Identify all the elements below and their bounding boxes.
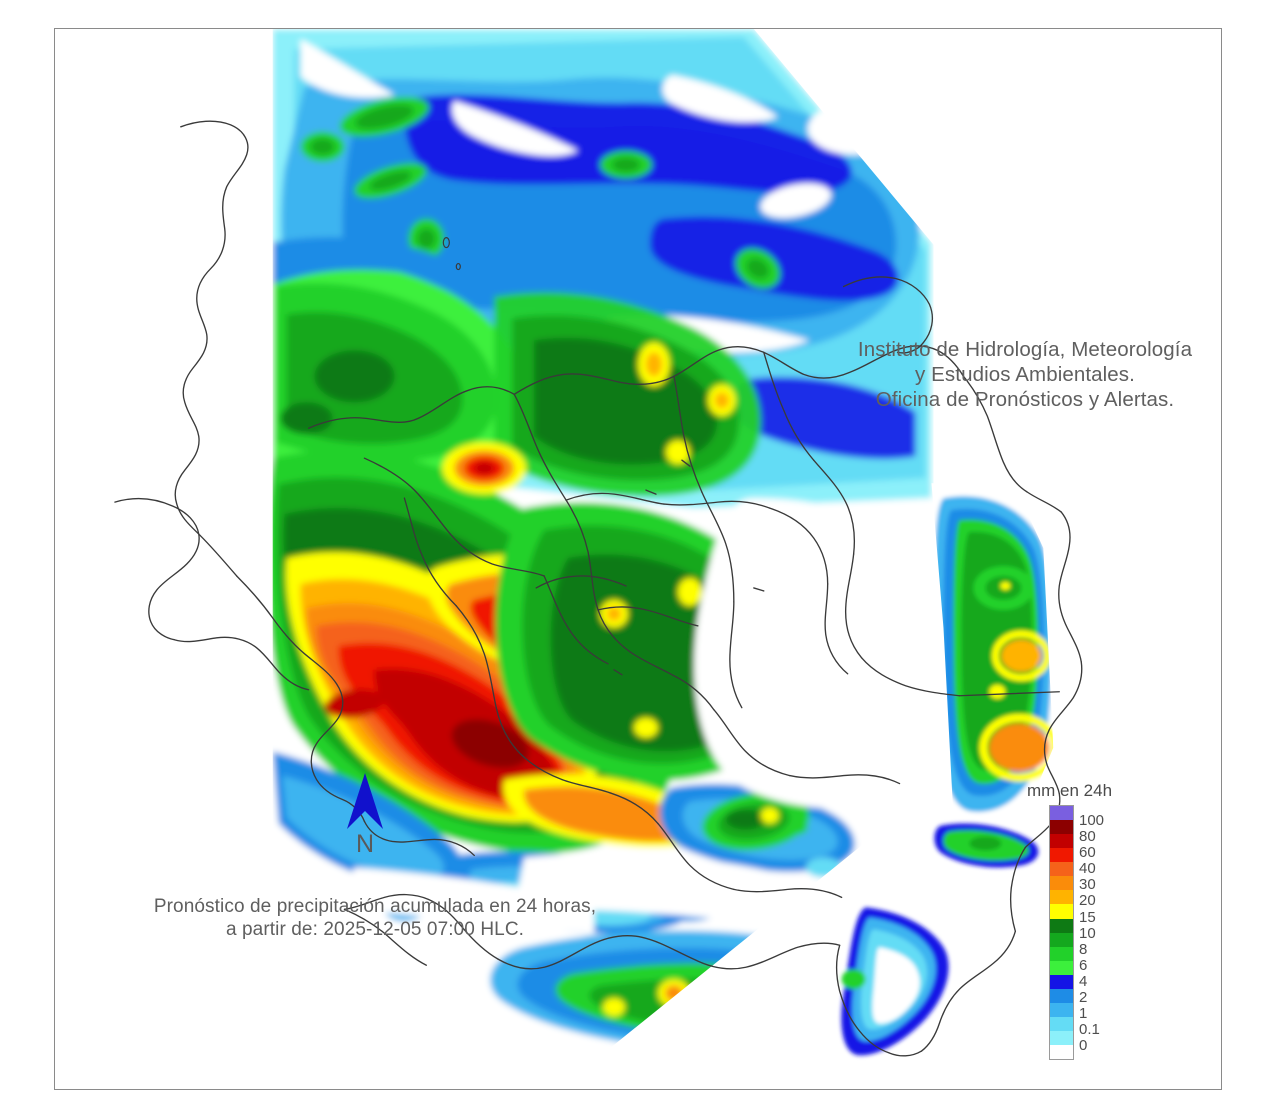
legend-swatch-14 [1050,1002,1073,1017]
legend-label-3: 40 [1079,860,1096,878]
caribbean-islands [442,237,461,271]
legend-swatch-7 [1050,904,1073,919]
legend-swatch-1 [1050,820,1073,835]
legend-swatch-4 [1050,862,1073,877]
legend-swatch-9 [1050,932,1073,947]
precipitation-east-patch [934,823,1039,868]
legend-swatch-17 [1050,1045,1073,1060]
legend-swatch-3 [1050,848,1073,863]
north-arrow-icon [347,773,383,829]
legend-label-2: 60 [1079,844,1096,862]
legend-swatch-15 [1050,1016,1073,1031]
legend-swatch-8 [1050,918,1073,933]
legend-colorbar [1049,805,1074,1060]
precipitation-south-trapezoid [841,907,949,1056]
legend-label-7: 10 [1079,924,1096,942]
precipitation-map [114,29,1083,1078]
legend-label-9: 6 [1079,956,1088,974]
legend-swatch-13 [1050,988,1073,1003]
legend-label-11: 2 [1079,988,1088,1006]
legend-swatch-10 [1050,946,1073,961]
legend-title: mm en 24h [1027,781,1113,800]
legend-swatch-5 [1050,876,1073,891]
administrative-boundaries [114,120,1083,1057]
legend-label-4: 30 [1079,876,1096,894]
precipitation-east-strip [931,483,1054,828]
institute-attribution: Instituto de Hidrología, Meteorología y … [857,338,1193,411]
north-label: N [355,830,375,858]
legend-swatch-11 [1050,960,1073,975]
legend: mm en 24h 100 80 60 40 30 20 15 10 8 6 4 2 1 0.1 0 [1019,781,1169,1081]
legend-label-14: 0 [1079,1037,1088,1055]
map-frame: Instituto de Hidrología, Meteorología y … [54,28,1222,1090]
legend-label-6: 15 [1079,908,1096,926]
legend-labels: 100 80 60 40 30 20 15 10 8 6 4 2 1 0.1 0 [1079,805,1149,1060]
legend-label-8: 8 [1079,940,1088,958]
legend-swatch-6 [1050,890,1073,905]
legend-label-13: 0.1 [1079,1021,1100,1039]
legend-label-5: 20 [1079,892,1096,910]
legend-swatch-16 [1050,1031,1073,1046]
legend-label-1: 80 [1079,828,1096,846]
forecast-caption: Pronóstico de precipitación acumulada en… [153,896,597,941]
legend-label-12: 1 [1079,1005,1088,1023]
legend-label-10: 4 [1079,972,1088,990]
legend-swatch-2 [1050,834,1073,849]
legend-label-0: 100 [1079,812,1105,829]
precipitation-field [272,29,934,1078]
legend-swatch-12 [1050,974,1073,989]
legend-swatch-0 [1050,806,1073,821]
